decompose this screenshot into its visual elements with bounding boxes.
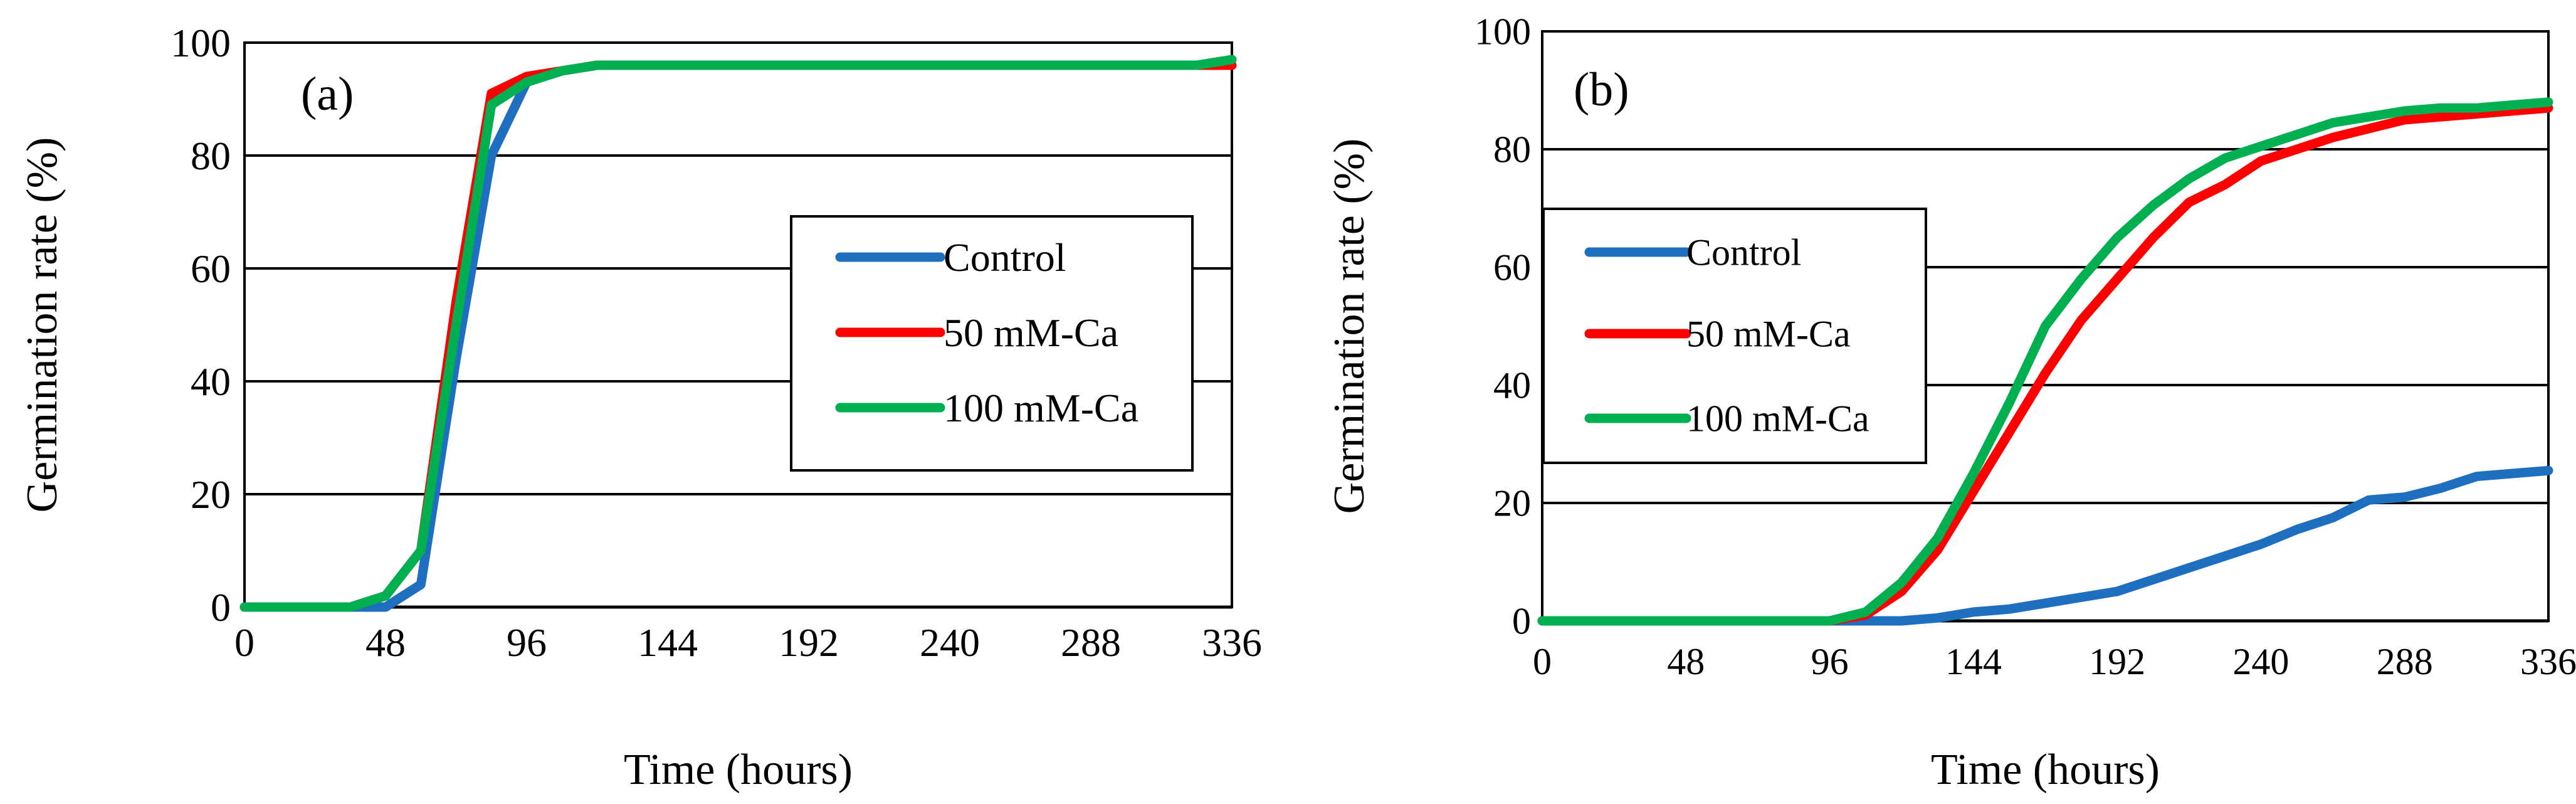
y-axis-title: Germination rate (%) (18, 137, 66, 513)
x-tick-label: 96 (507, 620, 547, 665)
x-tick-label: 288 (2377, 641, 2433, 682)
y-axis-title: Germination rate (%) (1325, 139, 1374, 514)
x-tick-label: 0 (1533, 641, 1552, 682)
x-axis-title: Time (hours) (1931, 746, 2160, 794)
legend-label: 100 mM-Ca (944, 386, 1138, 430)
legend-item: Control (835, 235, 1066, 280)
y-tick-label: 100 (1475, 11, 1531, 52)
y-tick-label: 0 (1512, 600, 1531, 642)
legend-item: 100 mM-Ca (1584, 398, 1869, 439)
y-tick-label: 0 (211, 585, 231, 630)
x-tick-label: 96 (1811, 641, 1849, 682)
series-line-control (1537, 465, 2553, 626)
x-tick-label: 48 (365, 620, 406, 665)
x-tick-label: 192 (2089, 641, 2145, 682)
y-tick-label: 40 (191, 359, 231, 404)
legend-label: 50 mM-Ca (1686, 313, 1851, 354)
x-tick-label: 48 (1667, 641, 1705, 682)
chart-panel-b: 0 20 40 60 80 100 0 48 96 144 192 240 288 336 Time (ho… (1325, 11, 2576, 794)
x-tick-label: 336 (1202, 620, 1262, 665)
x-tick-label: 288 (1061, 620, 1121, 665)
y-tick-label: 80 (191, 134, 231, 178)
x-tick-label: 192 (779, 620, 839, 665)
panel-label: (a) (301, 68, 354, 120)
x-tick-label: 144 (1945, 641, 2002, 682)
y-tick-label: 20 (1493, 482, 1531, 524)
y-tick-label: 60 (1493, 246, 1531, 288)
x-tick-label: 336 (2520, 641, 2576, 682)
y-tick-label: 80 (1493, 129, 1531, 170)
legend-box (790, 215, 1194, 472)
legend-label: 50 mM-Ca (944, 310, 1118, 355)
x-tick-label: 0 (234, 620, 255, 665)
legend: Control 50 mM-Ca 100 mM-Ca (790, 215, 1194, 472)
series-line-100-mm-ca (1537, 97, 2553, 626)
legend-item: 50 mM-Ca (835, 310, 1118, 355)
legend-item: 100 mM-Ca (835, 386, 1138, 430)
legend-label: 100 mM-Ca (1686, 398, 1869, 439)
x-tick-label: 240 (2232, 641, 2289, 682)
y-tick-label: 60 (191, 246, 231, 291)
panel-label: (b) (1574, 63, 1629, 116)
x-axis-title: Time (hours) (624, 746, 853, 794)
legend-label: Control (944, 235, 1066, 280)
legend-label: Control (1686, 231, 1801, 273)
chart-panel-a: 0 20 40 60 80 100 0 48 96 144 192 240 288 336 Time (ho… (18, 21, 1262, 794)
legend-item: Control (1584, 231, 1801, 273)
y-tick-label: 20 (191, 472, 231, 517)
y-tick-label: 100 (171, 21, 231, 65)
series-line-100-mm-ca (239, 55, 1237, 612)
x-tick-label: 240 (920, 620, 980, 665)
legend: Control 50 mM-Ca 100 mM-Ca (1542, 208, 1927, 464)
legend-item: 50 mM-Ca (1584, 313, 1851, 354)
x-tick-label: 144 (638, 620, 698, 665)
y-tick-label: 40 (1493, 364, 1531, 406)
